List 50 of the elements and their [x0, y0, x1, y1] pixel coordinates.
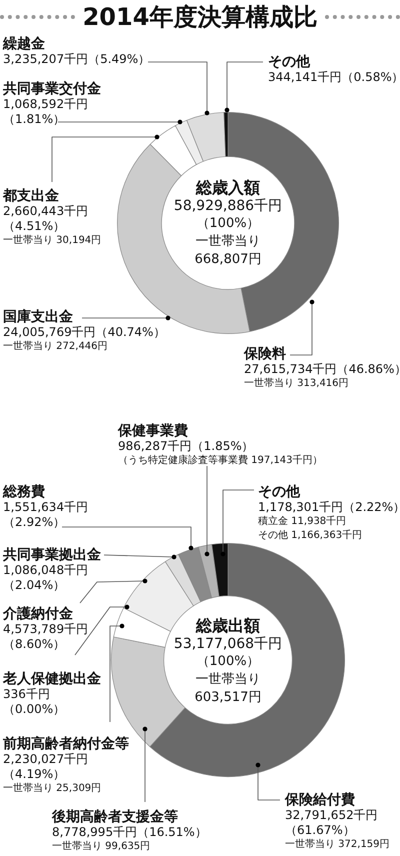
text: 58,929,886千円 [174, 197, 282, 215]
text: 一世帯当り 25,309円 [3, 783, 102, 794]
data-label: 27,615,734千円（46.86%） [244, 362, 400, 377]
slice-label: 都支出金 [3, 188, 60, 204]
data-label: 336千円（0.00%） [3, 687, 66, 717]
data-label: 986,287千円（1.85%） [118, 439, 255, 454]
slice-label: 保険料 [244, 346, 287, 362]
slice-label: 国庫支出金 [3, 309, 74, 325]
slice-label: 老人保健拠出金 [3, 671, 101, 687]
data-label: 4,573,789千円（8.60%） [3, 622, 90, 652]
data-label: 2,230,027千円（4.19%） [3, 752, 90, 782]
slice-label: 保健事業費 [118, 423, 189, 439]
data-label: 2,660,443千円（4.51%） [3, 204, 90, 234]
slice-label: 介護納付金 [3, 606, 74, 622]
text: その他 1,166,363千円 [258, 530, 362, 541]
slice-label: 共同事業拠出金 [3, 547, 102, 563]
text: 総歳入額 [194, 178, 261, 197]
data-label: 1,178,301千円（2.22%） [258, 500, 400, 515]
slice-label: 共同事業交付金 [3, 81, 102, 97]
text: 一世帯当り 30,194円 [3, 235, 102, 246]
data-label: 1,068,592千円（1.81%） [3, 97, 90, 127]
text: 668,807円 [194, 251, 262, 269]
data-label: 8,778,995千円（16.51%） [52, 825, 207, 840]
text: 一世帯当り 99,635円 [52, 841, 150, 852]
text: 603,517円 [194, 689, 262, 707]
data-label: 1,551,634千円（2.92%） [3, 500, 90, 530]
slice-label: 総務費 [3, 484, 46, 500]
chart-title: 2014年度決算構成比 [82, 2, 318, 32]
data-label: 3,235,207千円（5.49%） [3, 52, 150, 67]
slice-label: 繰越金 [3, 36, 46, 52]
slice-label: 前期高齢者納付金等 [3, 736, 129, 752]
text: 53,177,068千円 [174, 635, 282, 653]
slice-label: 後期高齢者支援金等 [52, 809, 179, 825]
text: 一世帯当り 272,446円 [3, 341, 108, 352]
text: 一世帯当り [194, 233, 262, 251]
text: 一世帯当り 313,416円 [244, 378, 349, 389]
slice-label: 保険給付費 [285, 792, 356, 808]
text: （100%） [195, 653, 261, 671]
data-label: 344,141千円（0.58%） [268, 70, 400, 85]
text: 積立金 11,938千円 [258, 516, 346, 527]
text: （うち特定健康診査等事業費 197,143千円） [118, 455, 323, 466]
slice-label: その他 [268, 54, 312, 70]
slice-label: その他 [258, 484, 302, 500]
data-label: 24,005,769千円（40.74%） [3, 325, 166, 340]
data-label: 1,086,048千円（2.04%） [3, 563, 90, 593]
text: 一世帯当り [194, 671, 262, 689]
text: 一世帯当り 372,159円 [285, 839, 390, 850]
text: 総歳出額 [194, 616, 261, 635]
data-label: 32,791,652千円（61.67%） [285, 808, 379, 838]
text: （100%） [195, 215, 261, 233]
